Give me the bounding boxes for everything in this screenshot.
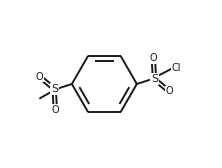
- Text: S: S: [151, 74, 158, 84]
- Text: Cl: Cl: [172, 63, 181, 73]
- Text: O: O: [166, 87, 173, 96]
- Text: S: S: [51, 84, 58, 94]
- Text: O: O: [150, 53, 157, 63]
- Text: O: O: [36, 72, 43, 81]
- Text: O: O: [51, 105, 59, 115]
